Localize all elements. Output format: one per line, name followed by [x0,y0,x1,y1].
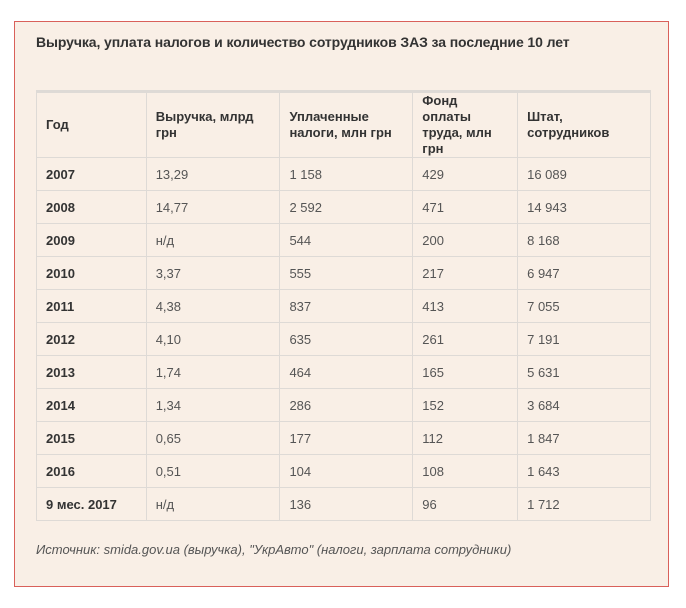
column-header: Штат, сотрудников [517,91,651,158]
table-cell: 4,10 [145,322,281,356]
table-cell: 3 684 [517,388,651,422]
table-row: 2010 3,37 555 217 6 947 [36,256,651,290]
table-cell: 13,29 [145,157,281,191]
table-cell: 1 643 [517,454,651,488]
table-title: Выручка, уплата налогов и количество сот… [36,34,570,50]
table-cell: 0,51 [145,454,281,488]
table-cell: 16 089 [517,157,651,191]
table-cell: 2 592 [279,190,414,224]
column-header: Фонд оплаты труда, млн грн [412,91,519,158]
table-cell: н/д [145,223,281,257]
column-header: Уплаченные налоги, млн грн [279,91,414,158]
table-cell: 429 [412,157,519,191]
table-row: 2011 4,38 837 413 7 055 [36,289,651,323]
table-cell: 104 [279,454,414,488]
year-cell: 2014 [36,388,147,422]
table-cell: 4,38 [145,289,281,323]
table-row: 2008 14,77 2 592 471 14 943 [36,190,651,224]
table-cell: 14 943 [517,190,651,224]
table-cell: 1 847 [517,421,651,455]
table-cell: 7 055 [517,289,651,323]
table-row: 2014 1,34 286 152 3 684 [36,388,651,422]
table-cell: 555 [279,256,414,290]
table-cell: 165 [412,355,519,389]
table-cell: 7 191 [517,322,651,356]
table-cell: 112 [412,421,519,455]
year-cell: 2016 [36,454,147,488]
table-cell: 136 [279,487,414,521]
table-cell: 1,34 [145,388,281,422]
table-row: 2007 13,29 1 158 429 16 089 [36,157,651,191]
table-cell: 1 712 [517,487,651,521]
table-row: 2015 0,65 177 112 1 847 [36,421,651,455]
table-cell: 471 [412,190,519,224]
year-cell: 2010 [36,256,147,290]
table-cell: 14,77 [145,190,281,224]
table-row: 2012 4,10 635 261 7 191 [36,322,651,356]
header-row: Год Выручка, млрд грн Уплаченные налоги, м… [36,91,651,158]
year-cell: 2009 [36,223,147,257]
table-cell: 200 [412,223,519,257]
table-cell: 1,74 [145,355,281,389]
year-cell: 2008 [36,190,147,224]
table-cell: 152 [412,388,519,422]
year-cell: 2012 [36,322,147,356]
table-cell: 177 [279,421,414,455]
year-cell: 2011 [36,289,147,323]
table-cell: 1 158 [279,157,414,191]
table-cell: 0,65 [145,421,281,455]
table-cell: 635 [279,322,414,356]
table-cell: 413 [412,289,519,323]
source-note: Источник: smida.gov.ua (выручка), "УкрАв… [36,542,512,557]
table-cell: 5 631 [517,355,651,389]
year-cell: 9 мес. 2017 [36,487,147,521]
table-cell: 544 [279,223,414,257]
table-cell: 217 [412,256,519,290]
table-row: 9 мес. 2017 н/д 136 96 1 712 [36,487,651,521]
table-cell: н/д [145,487,281,521]
table-cell: 6 947 [517,256,651,290]
table-cell: 3,37 [145,256,281,290]
table-cell: 108 [412,454,519,488]
table-cell: 286 [279,388,414,422]
data-table: Год Выручка, млрд грн Уплаченные налоги, м… [36,90,651,521]
table-cell: 464 [279,355,414,389]
year-cell: 2007 [36,157,147,191]
table-cell: 261 [412,322,519,356]
column-header: Выручка, млрд грн [145,91,281,158]
year-cell: 2015 [36,421,147,455]
table-row: 2009 н/д 544 200 8 168 [36,223,651,257]
table-row: 2013 1,74 464 165 5 631 [36,355,651,389]
year-cell: 2013 [36,355,147,389]
column-header: Год [36,91,147,158]
infobox: Выручка, уплата налогов и количество сот… [14,21,669,587]
table-cell: 837 [279,289,414,323]
table-row: 2016 0,51 104 108 1 643 [36,454,651,488]
table-cell: 96 [412,487,519,521]
table-cell: 8 168 [517,223,651,257]
